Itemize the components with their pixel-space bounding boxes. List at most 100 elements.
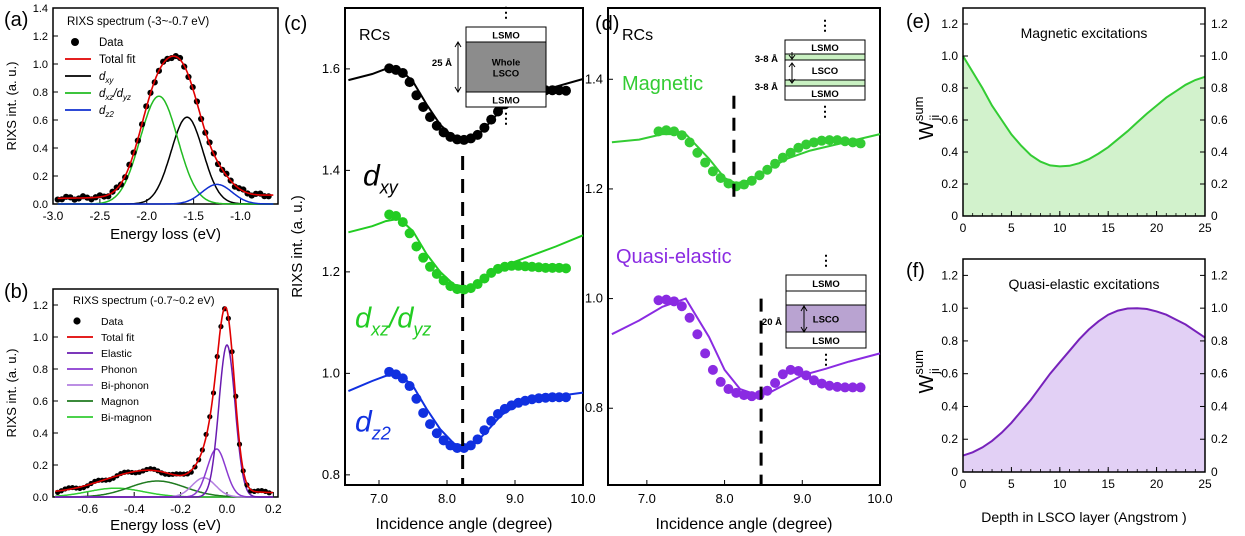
series-label-dz2: dz2 [355,406,391,444]
data-point [754,170,765,181]
inset-dots: ⋮ [819,252,833,268]
data-point [855,382,866,393]
y-tick-label: 0.4 [33,143,48,155]
legend-label: Total fit [101,332,134,344]
data-point [824,380,835,391]
data-point [770,158,781,169]
y-tick-label-right: 1.0 [1211,301,1228,315]
x-tick-label: 15 [1102,477,1116,491]
data-point [723,384,734,395]
inset-dots: ⋮ [499,4,513,20]
data-point [479,122,490,133]
x-tick-label: -1.5 [183,209,204,223]
y-tick-label: 0.4 [33,428,48,440]
inset-arrowheads [454,41,462,93]
y-tick-label: 1.4 [585,71,603,86]
data-point [777,369,788,380]
data-point [723,178,734,189]
data-point [465,440,476,451]
plot-frame [52,288,279,498]
data-point [793,142,804,153]
y-tick-label-right: 0 [1211,465,1218,479]
y-tick-label: 0.8 [33,364,48,376]
x-tick-label: 0.2 [265,502,282,516]
inset-layer [784,79,866,87]
y-tick-label: 1.2 [941,268,958,282]
data-point [431,428,442,439]
data-point [425,112,435,123]
x-tick-label: -0.6 [77,502,98,516]
x-tick-label: 8.0 [716,491,734,506]
y-tick-label: 0.8 [33,87,48,99]
panel-e: 0 5 10 15 20 250 00.2 0.20.4 0.40.6 0.60.8 0.81.0 1… [906,7,1228,235]
data-point [479,425,490,436]
legend-label: Elastic [101,348,132,360]
y-tick-label: 1.0 [33,332,48,344]
y-tick-label: 0.8 [322,467,340,482]
plot-frame [962,258,1206,473]
x-tick-label: 0 [960,221,967,235]
y-tick-label: 1.0 [33,59,48,71]
data-point [265,193,272,200]
inset-thickness: 3-8 Å [755,82,778,93]
data-point [746,175,757,186]
data-point [715,172,726,183]
inset-layer-label: LSMO [811,89,838,100]
data-point [777,152,788,163]
y-tick-label: 0.6 [33,396,48,408]
y-tick-label: 0.8 [941,334,958,348]
y-tick-label: 0.0 [33,199,48,211]
data-point [824,135,835,146]
plot-frame [962,7,1206,217]
y-axis-label: RIXS int. (a. u.) [4,62,19,151]
panel-a: -3.0 -2.5 -2.0 -1.5 -1.0 0.0 0.2 0.4 0.6 0.8 1.0 1.… [4,3,279,243]
inset-layer-label: LSMO [812,336,839,347]
y-tick-label: 1.2 [941,17,958,31]
legend-label: Bi-magnon [101,412,152,424]
x-axis-label: Depth in LSCO layer (Angstrom ) [981,509,1186,525]
x-tick-label: 15 [1102,221,1116,235]
data-point [397,217,408,228]
x-tick-label: -2.5 [90,209,111,223]
panel-title: Quasi-elastic excitations [1009,276,1160,292]
area-fill [963,56,1205,216]
inset-layer-label: LSCO [493,69,519,80]
inset-layer [784,85,866,101]
inset-dots: ⋮ [499,110,513,126]
inset-layer [465,91,547,108]
x-axis-label: Energy loss (eV) [110,226,221,243]
data-point [404,381,415,392]
y-tick-label: 0.6 [941,367,958,381]
y-tick-label: 0.2 [941,432,958,446]
data-point [816,378,827,389]
data-point [418,252,429,263]
x-tick-label: 10 [1053,221,1067,235]
y-tick-label: 1.2 [585,181,603,196]
y-tick-label: 1.2 [33,31,48,43]
x-tick-label: 0.0 [219,502,236,516]
legend-label: Phonon [101,364,137,376]
y-tick-label: 0.6 [941,113,958,127]
series-label-dxy: dxy [363,160,399,198]
inset-layer [784,53,866,61]
area-fill [963,308,1205,472]
x-tick-label: 5 [1008,221,1015,235]
inset-thickness: 25 Å [432,58,452,69]
data-point [418,101,429,112]
legend-label-dz2: dz2 [99,105,114,119]
data-point [739,179,749,190]
inset-layer [785,304,867,333]
x-tick-label: 10 [1053,477,1067,491]
y-tick-label: 1.4 [33,3,48,15]
x-tick-label: 20 [1150,221,1164,235]
inset-dots: ⋮ [819,351,833,367]
x-tick-label: -2.0 [136,209,157,223]
legend-label-total: Total fit [99,54,136,66]
data-point [808,375,819,386]
x-axis-label: Incidence angle (degree) [375,516,552,533]
y-tick-label: 1.0 [941,301,958,315]
x-tick-label: 9.0 [793,491,811,506]
data-point [793,365,804,376]
data-point [746,391,757,402]
data-point [472,434,483,445]
